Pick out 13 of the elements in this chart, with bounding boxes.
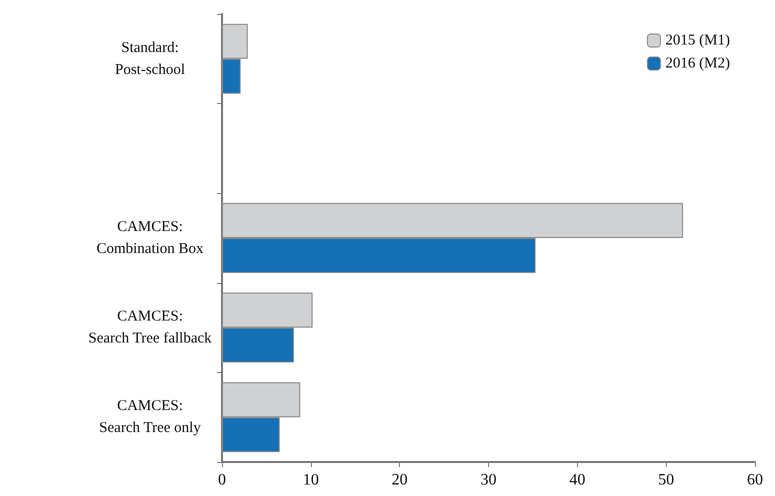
x-tick-label: 30 [480,472,496,488]
legend-label: 2016 (M2) [665,56,730,72]
x-tick-label: 60 [747,472,763,488]
y-tick-label: Standard: Post-school [114,40,186,78]
y-tick-label: CAMCES: Combination Box [96,219,204,257]
x-tick-label: 20 [392,472,408,488]
legend-label: 2015 (M1) [665,32,730,48]
x-tick-label: 10 [302,472,319,488]
x-tick-label: 50 [658,472,674,488]
y-tick-label: CAMCES: Search Tree only [99,398,202,436]
x-tick-label: 0 [218,472,226,488]
x-tick-label: 40 [569,472,586,488]
y-tick-label: CAMCES: Search Tree fallback [88,308,212,347]
